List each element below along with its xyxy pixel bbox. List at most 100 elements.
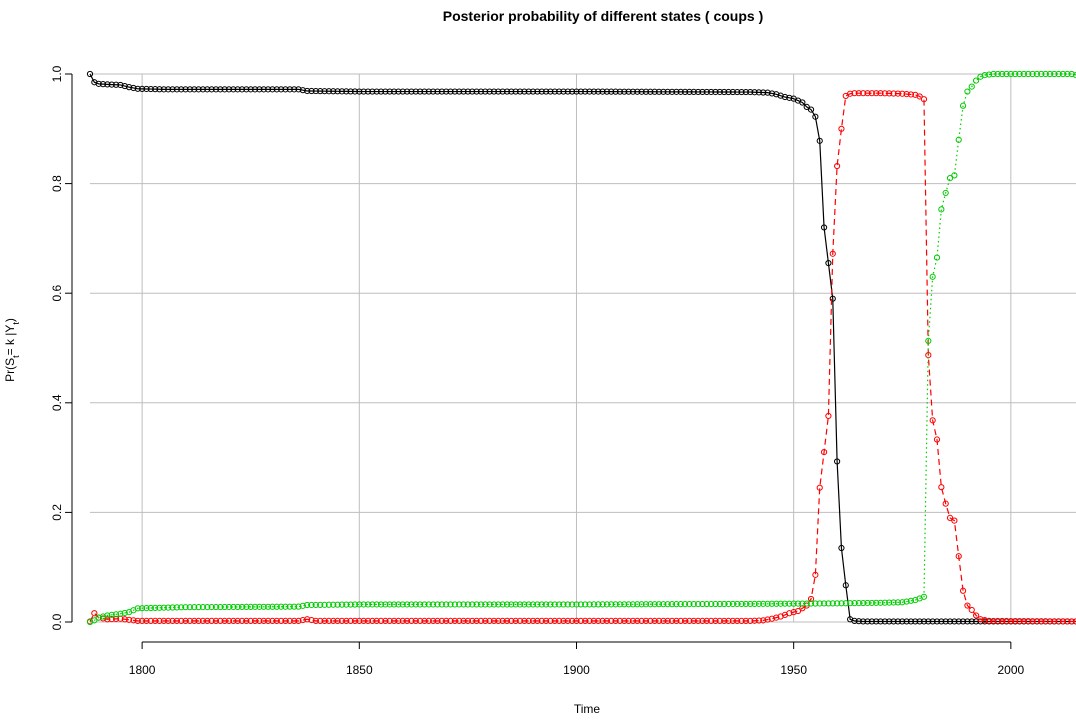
data-point: [625, 88, 632, 95]
data-point: [556, 617, 563, 625]
data-point: [377, 601, 385, 608]
data-point: [269, 617, 276, 625]
data-point: [230, 603, 237, 611]
data-point: [712, 88, 719, 96]
data-point: [417, 601, 424, 608]
data-point: [542, 617, 550, 625]
data-point: [1003, 70, 1010, 78]
data-point: [169, 604, 176, 611]
data-point: [968, 83, 975, 90]
data-point: [629, 601, 637, 608]
data-point: [729, 88, 736, 96]
data-point: [794, 607, 802, 615]
x-tick-label: 1950: [780, 663, 807, 677]
data-point: [351, 88, 359, 95]
data-point: [729, 600, 736, 608]
data-point: [182, 86, 189, 93]
data-point: [599, 601, 606, 608]
data-point: [434, 601, 441, 608]
data-point: [1003, 617, 1010, 625]
data-point: [681, 601, 689, 608]
data-point: [929, 618, 936, 625]
data-point: [1029, 70, 1036, 78]
data-point: [321, 617, 328, 625]
data-point: [529, 88, 537, 95]
data-point: [503, 88, 511, 95]
data-point: [803, 600, 810, 607]
data-point: [473, 601, 480, 608]
data-point: [243, 603, 250, 611]
data-point: [973, 77, 980, 84]
data-point: [651, 601, 658, 608]
data-point: [139, 617, 146, 625]
data-point: [955, 553, 962, 560]
data-point: [920, 96, 928, 103]
data-point: [456, 88, 463, 95]
data-point: [112, 611, 120, 618]
data-point: [582, 601, 589, 608]
data-point: [299, 87, 306, 94]
data-point: [395, 88, 402, 95]
data-point: [182, 617, 189, 625]
data-point: [699, 600, 706, 608]
data-point: [946, 514, 954, 521]
data-point: [191, 86, 198, 93]
data-point: [438, 601, 445, 608]
data-point: [712, 600, 719, 608]
data-point: [1059, 70, 1067, 78]
data-point: [708, 600, 715, 608]
data-point: [999, 617, 1006, 625]
data-point: [347, 601, 354, 608]
data-point: [256, 86, 263, 93]
data-point: [855, 599, 862, 607]
data-point: [351, 601, 359, 608]
data-point: [264, 603, 272, 610]
data-point: [547, 601, 554, 608]
data-point: [360, 617, 367, 625]
data-point: [147, 604, 154, 612]
data-point: [847, 600, 854, 607]
data-point: [1072, 618, 1076, 625]
data-point: [330, 617, 337, 625]
data-point: [104, 81, 111, 88]
data-point: [556, 601, 563, 608]
data-point: [134, 85, 141, 92]
data-point: [408, 617, 415, 625]
data-point: [173, 617, 180, 625]
data-point: [616, 88, 624, 95]
data-point: [317, 617, 324, 625]
data-point: [942, 618, 949, 625]
data-point: [278, 603, 285, 610]
data-point: [933, 436, 941, 443]
data-point: [838, 544, 845, 552]
data-point: [238, 603, 246, 611]
data-point: [625, 601, 632, 608]
data-point: [186, 86, 193, 93]
data-point: [686, 88, 693, 95]
data-point: [673, 88, 680, 95]
data-point: [225, 86, 233, 93]
data-point: [829, 600, 836, 607]
data-point: [590, 601, 597, 608]
data-point: [373, 617, 380, 625]
data-point: [642, 601, 650, 608]
data-point: [351, 617, 359, 625]
data-point: [256, 603, 263, 610]
data-point: [673, 601, 680, 608]
data-point: [382, 601, 389, 608]
data-point: [503, 617, 511, 625]
data-point: [286, 86, 293, 93]
data-point: [807, 106, 815, 113]
data-point: [1072, 72, 1076, 79]
data-point: [225, 617, 233, 625]
data-point: [751, 89, 758, 96]
data-point: [212, 617, 220, 625]
data-point: [191, 617, 198, 625]
x-tick-label: 1900: [563, 663, 590, 677]
series-line: [89, 73, 1076, 623]
series-line: [89, 73, 1076, 623]
data-point: [873, 618, 880, 625]
data-point: [660, 88, 667, 95]
data-point: [443, 617, 450, 625]
data-point: [864, 599, 871, 607]
